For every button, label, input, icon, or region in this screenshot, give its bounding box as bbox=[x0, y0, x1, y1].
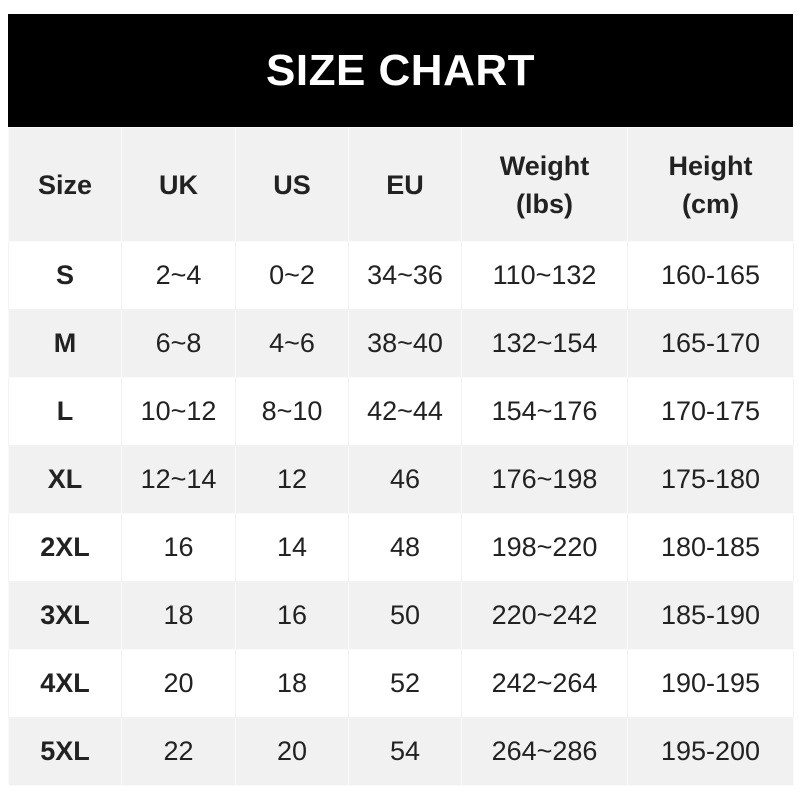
table-cell: 22 bbox=[121, 717, 236, 786]
table-cell: 12~14 bbox=[121, 445, 236, 514]
table-row: S 2~4 0~2 34~36 110~132 160-165 bbox=[8, 241, 794, 310]
table-cell: 0~2 bbox=[235, 241, 349, 310]
table-cell: 42~44 bbox=[348, 377, 462, 446]
table-cell: 198~220 bbox=[461, 513, 628, 582]
table-cell: 195-200 bbox=[627, 717, 794, 786]
table-cell: 180-185 bbox=[627, 513, 794, 582]
table-cell: 175-180 bbox=[627, 445, 794, 514]
table-cell: 38~40 bbox=[348, 309, 462, 378]
size-label-cell: 5XL bbox=[8, 717, 122, 786]
size-label-cell: 3XL bbox=[8, 581, 122, 650]
table-cell: 160-165 bbox=[627, 241, 794, 310]
column-header: UK bbox=[121, 127, 236, 242]
column-header: EU bbox=[348, 127, 462, 242]
table-cell: 12 bbox=[235, 445, 349, 514]
table-cell: 2~4 bbox=[121, 241, 236, 310]
size-label-cell: L bbox=[8, 377, 122, 446]
column-header: Weight (lbs) bbox=[461, 127, 628, 242]
table-cell: 132~154 bbox=[461, 309, 628, 378]
table-cell: 18 bbox=[121, 581, 236, 650]
column-header: US bbox=[235, 127, 349, 242]
table-cell: 4~6 bbox=[235, 309, 349, 378]
table-cell: 170-175 bbox=[627, 377, 794, 446]
size-label-cell: XL bbox=[8, 445, 122, 514]
size-label-cell: 2XL bbox=[8, 513, 122, 582]
table-cell: 6~8 bbox=[121, 309, 236, 378]
table-cell: 10~12 bbox=[121, 377, 236, 446]
table-cell: 20 bbox=[235, 717, 349, 786]
column-header: Size bbox=[8, 127, 122, 242]
table-cell: 16 bbox=[235, 581, 349, 650]
size-table: Size UK US EU Weight (lbs) Height (cm) S 2~4 0~… bbox=[8, 127, 794, 786]
column-header: Height (cm) bbox=[627, 127, 794, 242]
table-row: 4XL 20 18 52 242~264 190-195 bbox=[8, 649, 794, 718]
table-cell: 14 bbox=[235, 513, 349, 582]
table-cell: 18 bbox=[235, 649, 349, 718]
table-row: M 6~8 4~6 38~40 132~154 165-170 bbox=[8, 309, 794, 378]
table-cell: 16 bbox=[121, 513, 236, 582]
table-cell: 20 bbox=[121, 649, 236, 718]
table-cell: 154~176 bbox=[461, 377, 628, 446]
table-row: XL 12~14 12 46 176~198 175-180 bbox=[8, 445, 794, 514]
table-row: L 10~12 8~10 42~44 154~176 170-175 bbox=[8, 377, 794, 446]
table-cell: 176~198 bbox=[461, 445, 628, 514]
table-cell: 46 bbox=[348, 445, 462, 514]
size-chart: SIZE CHART Size UK US EU Weight (lbs) Height … bbox=[8, 14, 794, 786]
table-cell: 264~286 bbox=[461, 717, 628, 786]
table-cell: 190-195 bbox=[627, 649, 794, 718]
size-label-cell: 4XL bbox=[8, 649, 122, 718]
table-cell: 34~36 bbox=[348, 241, 462, 310]
table-cell: 8~10 bbox=[235, 377, 349, 446]
table-row: 5XL 22 20 54 264~286 195-200 bbox=[8, 717, 794, 786]
chart-title: SIZE CHART bbox=[8, 14, 793, 127]
size-label-cell: M bbox=[8, 309, 122, 378]
header-row: Size UK US EU Weight (lbs) Height (cm) bbox=[8, 127, 794, 242]
table-cell: 110~132 bbox=[461, 241, 628, 310]
table-row: 2XL 16 14 48 198~220 180-185 bbox=[8, 513, 794, 582]
table-row: 3XL 18 16 50 220~242 185-190 bbox=[8, 581, 794, 650]
size-label-cell: S bbox=[8, 241, 122, 310]
table-cell: 54 bbox=[348, 717, 462, 786]
table-cell: 52 bbox=[348, 649, 462, 718]
table-cell: 242~264 bbox=[461, 649, 628, 718]
table-cell: 48 bbox=[348, 513, 462, 582]
table-cell: 220~242 bbox=[461, 581, 628, 650]
table-cell: 185-190 bbox=[627, 581, 794, 650]
table-cell: 50 bbox=[348, 581, 462, 650]
table-cell: 165-170 bbox=[627, 309, 794, 378]
